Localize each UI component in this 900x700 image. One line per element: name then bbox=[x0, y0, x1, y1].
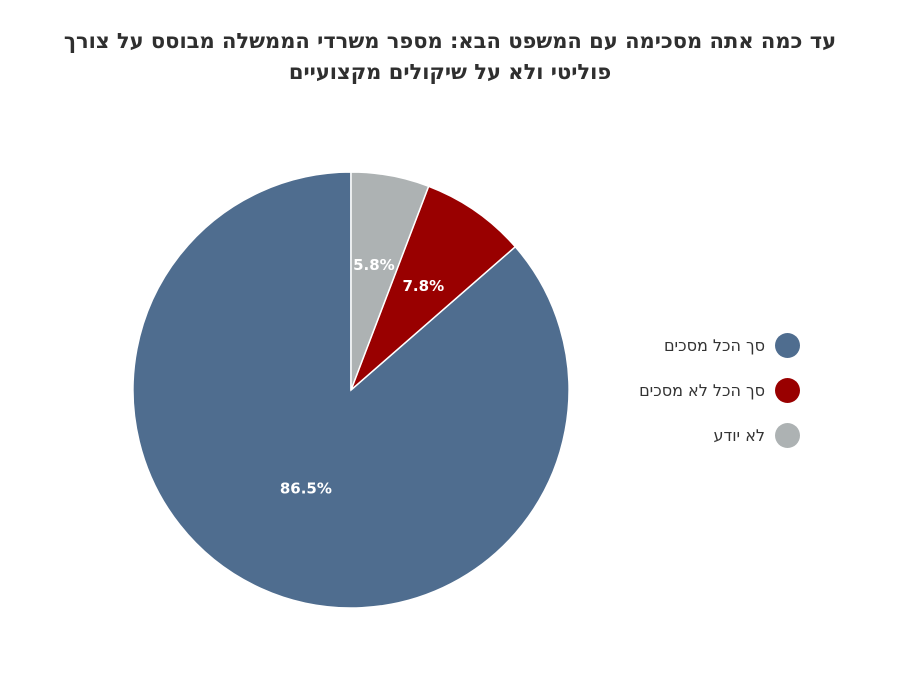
legend-swatch-dont-know bbox=[775, 422, 800, 448]
legend-swatch-disagree bbox=[775, 377, 800, 403]
pie-slice-dont-know[interactable] bbox=[350, 171, 430, 391]
legend-swatch-agree bbox=[775, 332, 800, 358]
legend-item-dont-know[interactable]: לא יודע bbox=[560, 420, 800, 450]
legend-item-agree[interactable]: סך הכל מסכים bbox=[560, 330, 800, 360]
legend-label-agree: סך הכל מסכים bbox=[663, 335, 765, 355]
data-label-dont-know: 5.8% bbox=[353, 256, 395, 274]
data-label-agree: 86.5% bbox=[280, 480, 332, 498]
chart-title-line-2: פוליטי ולא על שיקולים מקצועיים bbox=[288, 60, 612, 84]
legend-item-disagree[interactable]: סך הכל לא מסכים bbox=[560, 375, 800, 405]
chart-title: עד כמה אתה מסכימה עם המשפט הבא: מספר משר… bbox=[40, 26, 860, 88]
data-label-disagree: 7.8% bbox=[403, 277, 445, 295]
chart-title-line-1: עד כמה אתה מסכימה עם המשפט הבא: מספר משר… bbox=[63, 29, 837, 53]
legend-label-disagree: סך הכל לא מסכים bbox=[639, 380, 765, 400]
pie-slice-disagree[interactable] bbox=[350, 185, 517, 391]
legend: סך הכל מסכים סך הכל לא מסכים לא יודע bbox=[560, 330, 800, 465]
legend-label-dont-know: לא יודע bbox=[713, 425, 765, 445]
